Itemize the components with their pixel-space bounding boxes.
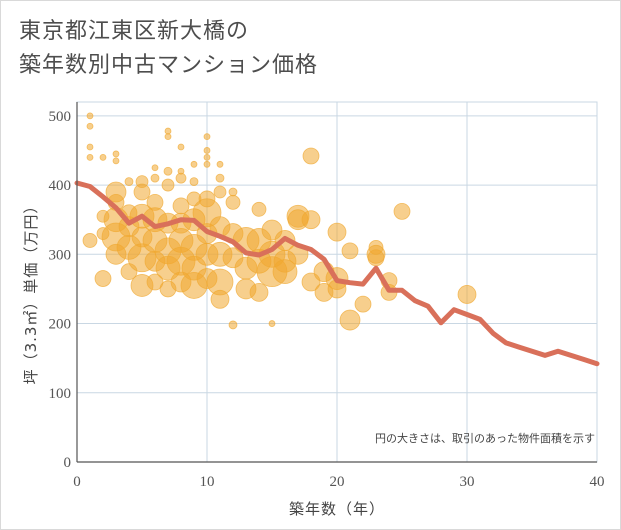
data-bubble <box>272 259 298 285</box>
x-tick-label: 40 <box>590 474 605 490</box>
data-bubble <box>124 177 134 187</box>
data-bubble <box>327 222 347 242</box>
data-bubble <box>268 320 276 327</box>
x-tick-label: 0 <box>73 474 81 490</box>
data-bubble <box>86 143 94 151</box>
axes <box>76 102 597 463</box>
data-bubble <box>151 164 159 172</box>
data-bubble <box>163 166 173 176</box>
chart-title-line1: 東京都江東区新大橋の <box>19 19 250 44</box>
bubble-size-note: 円の大きさは、取引のあった物件面積を示す <box>375 431 595 445</box>
data-bubble <box>203 133 211 141</box>
data-bubble <box>203 153 211 161</box>
data-bubble <box>86 122 94 130</box>
x-tick-label: 20 <box>330 474 345 490</box>
data-bubble <box>189 177 199 187</box>
data-bubble <box>175 172 187 184</box>
data-bubble <box>213 185 227 199</box>
data-bubble <box>133 183 151 201</box>
data-bubble <box>164 133 172 141</box>
data-bubble <box>94 270 112 287</box>
data-bubble <box>99 153 107 161</box>
data-bubble <box>190 160 198 168</box>
data-bubble <box>150 173 160 183</box>
y-tick-label: 200 <box>49 317 72 333</box>
trend-line <box>74 180 600 367</box>
data-bubble <box>82 233 98 248</box>
data-bubble <box>341 242 359 260</box>
data-bubble <box>302 147 320 165</box>
y-tick-label: 100 <box>49 386 72 402</box>
data-bubble <box>301 210 321 230</box>
data-bubble <box>249 282 269 302</box>
data-bubble <box>228 187 238 197</box>
trend-line-series <box>74 180 600 367</box>
data-bubble <box>228 320 238 330</box>
data-bubble <box>203 147 211 154</box>
data-bubble <box>210 289 230 309</box>
bubble-series <box>82 112 477 331</box>
data-bubble <box>393 202 411 220</box>
x-axis-title: 築年数（年） <box>289 500 385 518</box>
data-bubble <box>457 285 477 304</box>
data-bubble <box>164 127 172 135</box>
y-axis-title: 坪（3.3㎡）単価（万円） <box>22 198 40 385</box>
data-bubble <box>112 150 120 158</box>
data-bubble <box>251 201 267 217</box>
y-tick-label: 0 <box>64 455 72 471</box>
chart-title: 東京都江東区新大橋の 築年数別中古マンション価格 <box>19 15 318 83</box>
chart-title-line2: 築年数別中古マンション価格 <box>19 53 319 78</box>
data-bubble <box>216 160 224 168</box>
data-bubble <box>367 249 385 267</box>
data-bubble <box>203 160 211 168</box>
x-tick-label: 10 <box>200 474 215 490</box>
x-tick-label: 30 <box>460 474 475 490</box>
y-tick-label: 300 <box>49 247 72 263</box>
data-bubble <box>225 194 241 210</box>
y-tick-label: 400 <box>49 178 72 194</box>
data-bubble <box>86 112 94 120</box>
y-tick-label: 500 <box>49 109 72 125</box>
data-bubble <box>86 153 94 161</box>
data-bubble <box>354 295 372 313</box>
data-bubble <box>177 143 185 151</box>
data-bubble <box>339 309 361 331</box>
data-bubble <box>161 178 175 192</box>
data-bubble <box>112 157 120 165</box>
data-bubble <box>215 173 225 183</box>
data-bubble <box>146 273 164 291</box>
